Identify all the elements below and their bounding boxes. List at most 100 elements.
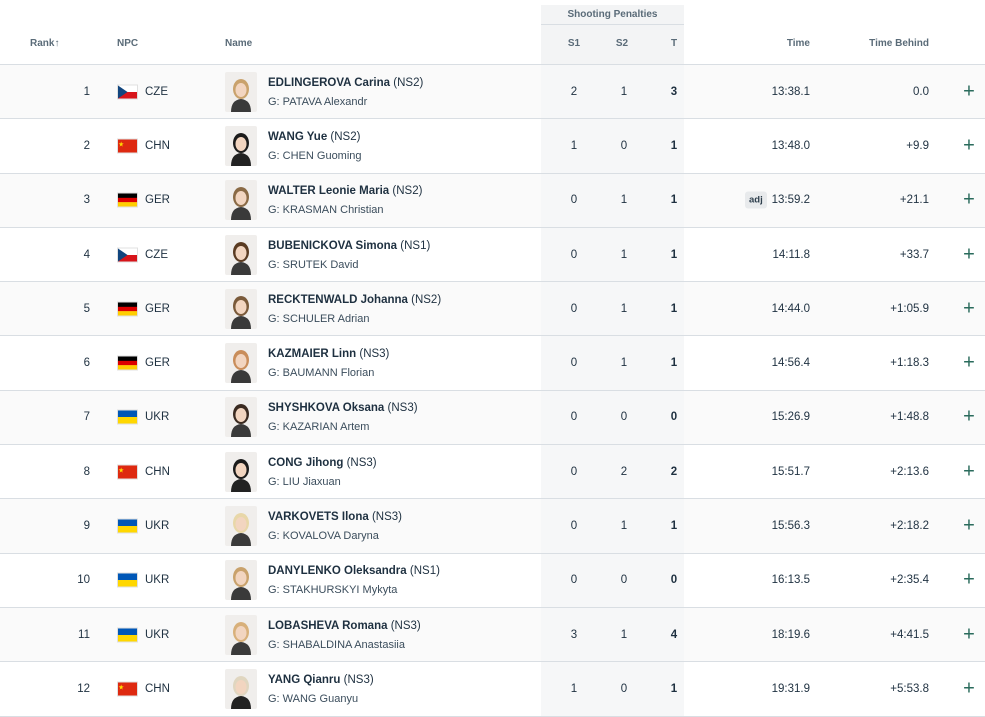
athlete-name[interactable]: VARKOVETS Ilona (NS3) <box>268 511 402 523</box>
t-column-header[interactable]: T <box>670 38 678 49</box>
athlete-name[interactable]: RECKTENWALD Johanna (NS2) <box>268 294 441 306</box>
shooting-penalties-group-label: Shooting Penalties <box>541 5 684 25</box>
npc-column-header[interactable]: NPC <box>117 38 139 49</box>
expand-row-plus-icon[interactable]: + <box>963 297 975 320</box>
result-time: 15:51.7 <box>771 465 810 478</box>
athlete-name[interactable]: KAZMAIER Linn (NS3) <box>268 348 389 360</box>
rank-cell: 5 <box>83 302 90 315</box>
time-behind-column-header[interactable]: Time Behind <box>869 38 929 49</box>
flag-ger-icon <box>117 355 138 371</box>
athlete-name[interactable]: EDLINGEROVA Carina (NS2) <box>268 77 423 89</box>
expand-row-plus-icon[interactable]: + <box>963 405 975 428</box>
expand-row-plus-icon[interactable]: + <box>963 134 975 157</box>
result-time: 16:13.5 <box>771 574 810 587</box>
time-behind: +33.7 <box>899 248 929 261</box>
total-penalties: 1 <box>670 139 678 152</box>
athlete-name[interactable]: SHYSHKOVA Oksana (NS3) <box>268 402 418 414</box>
rank-header-label: Rank <box>30 38 55 49</box>
table-row[interactable]: 12 CHN YANG Qianru (NS3) G: WANG Guanyu … <box>0 662 985 717</box>
sport-class: (NS3) <box>387 402 418 415</box>
guide-name: G: STAKHURSKYI Mykyta <box>268 584 398 597</box>
penalty-cells-bg <box>541 607 684 662</box>
flag-ger-icon <box>117 192 138 208</box>
athlete-name[interactable]: LOBASHEVA Romana (NS3) <box>268 620 421 632</box>
result-time: 14:11.8 <box>772 248 810 261</box>
athlete-photo <box>225 71 257 112</box>
name-column-header[interactable]: Name <box>225 38 253 49</box>
time-behind: +21.1 <box>899 194 929 207</box>
athlete-name[interactable]: YANG Qianru (NS3) <box>268 674 374 686</box>
total-penalties: 1 <box>670 520 678 533</box>
s1-column-header[interactable]: S1 <box>567 38 581 49</box>
result-time: 14:56.4 <box>771 357 810 370</box>
result-time: 15:26.9 <box>771 411 810 424</box>
s2-penalties: 0 <box>620 139 628 152</box>
flag-chn-icon <box>117 681 138 697</box>
table-row[interactable]: 4 CZE BUBENICKOVA Simona (NS1) G: SRUTEK… <box>0 227 985 283</box>
athlete-name[interactable]: CONG Jihong (NS3) <box>268 457 377 469</box>
expand-row-plus-icon[interactable]: + <box>963 623 975 646</box>
athlete-name[interactable]: DANYLENKO Oleksandra (NS1) <box>268 565 440 577</box>
expand-row-plus-icon[interactable]: + <box>963 460 975 483</box>
rank-column-header[interactable]: Rank↑ <box>30 38 59 49</box>
s2-penalties: 1 <box>620 85 628 98</box>
flag-chn-icon <box>117 138 138 154</box>
guide-name: G: SHABALDINA Anastasiia <box>268 638 405 651</box>
s2-penalties: 1 <box>620 248 628 261</box>
s1-penalties: 0 <box>570 574 578 587</box>
athlete-name-text: EDLINGEROVA Carina <box>268 76 391 89</box>
table-row[interactable]: 6 GER KAZMAIER Linn (NS3) G: BAUMANN Flo… <box>0 336 985 391</box>
table-row[interactable]: 1 CZE EDLINGEROVA Carina (NS2) G: PATAVA… <box>0 65 985 120</box>
table-row[interactable]: 9 UKR VARKOVETS Ilona (NS3) G: KOVALOVA … <box>0 499 985 554</box>
table-row[interactable]: 11 UKR LOBASHEVA Romana (NS3) G: SHABALD… <box>0 607 985 663</box>
npc-code: GER <box>145 302 170 315</box>
s1-penalties: 0 <box>570 520 578 533</box>
result-time: 15:56.3 <box>771 520 810 533</box>
table-row[interactable]: 8 CHN CONG Jihong (NS3) G: LIU Jiaxuan 0… <box>0 445 985 500</box>
table-row[interactable]: 3 GER WALTER Leonie Maria (NS2) G: KRASM… <box>0 173 985 228</box>
guide-name: G: SCHULER Adrian <box>268 312 370 325</box>
table-row[interactable]: 7 UKR SHYSHKOVA Oksana (NS3) G: KAZARIAN… <box>0 390 985 446</box>
athlete-photo <box>225 180 257 221</box>
athlete-name[interactable]: WANG Yue (NS2) <box>268 131 360 143</box>
expand-row-plus-icon[interactable]: + <box>963 677 975 700</box>
total-penalties: 1 <box>670 302 678 315</box>
expand-row-plus-icon[interactable]: + <box>963 80 975 103</box>
time-behind: 0.0 <box>913 85 929 98</box>
penalty-cells-bg <box>541 390 684 445</box>
sport-class: (NS3) <box>359 348 390 361</box>
time-behind: +1:05.9 <box>890 302 929 315</box>
flag-ger-icon <box>117 301 138 317</box>
s2-column-header[interactable]: S2 <box>615 38 629 49</box>
result-time: 13:38.1 <box>771 85 810 98</box>
athlete-name[interactable]: BUBENICKOVA Simona (NS1) <box>268 240 430 252</box>
expand-row-plus-icon[interactable]: + <box>963 568 975 591</box>
athlete-name-text: WANG Yue <box>268 130 328 143</box>
table-row[interactable]: 10 UKR DANYLENKO Oleksandra (NS1) G: STA… <box>0 553 985 608</box>
time-behind: +1:48.8 <box>890 411 929 424</box>
sport-class: (NS3) <box>346 456 377 469</box>
table-row[interactable]: 2 CHN WANG Yue (NS2) G: CHEN Guoming 1 0… <box>0 119 985 174</box>
sport-class: (NS3) <box>390 619 421 632</box>
penalty-cells-bg <box>541 445 684 499</box>
s2-penalties: 1 <box>620 194 628 207</box>
total-penalties: 4 <box>670 628 678 641</box>
expand-row-plus-icon[interactable]: + <box>963 188 975 211</box>
athlete-photo <box>225 614 257 655</box>
total-penalties: 3 <box>670 85 678 98</box>
expand-row-plus-icon[interactable]: + <box>963 351 975 374</box>
npc-code: CZE <box>145 248 168 261</box>
s2-penalties: 1 <box>620 302 628 315</box>
guide-name: G: WANG Guanyu <box>268 692 359 705</box>
sport-class: (NS2) <box>411 293 442 306</box>
expand-row-plus-icon[interactable]: + <box>963 514 975 537</box>
athlete-name[interactable]: WALTER Leonie Maria (NS2) <box>268 185 422 197</box>
s1-penalties: 0 <box>570 465 578 478</box>
penalty-cells-bg <box>541 65 684 119</box>
time-column-header[interactable]: Time <box>786 38 810 49</box>
results-table-header: Shooting Penalties Rank↑ NPC Name S1 S2 … <box>0 0 985 65</box>
table-row[interactable]: 5 GER RECKTENWALD Johanna (NS2) G: SCHUL… <box>0 282 985 337</box>
shooting-penalties-group-bg <box>541 5 684 64</box>
expand-row-plus-icon[interactable]: + <box>963 243 975 266</box>
guide-name: G: BAUMANN Florian <box>268 367 375 380</box>
